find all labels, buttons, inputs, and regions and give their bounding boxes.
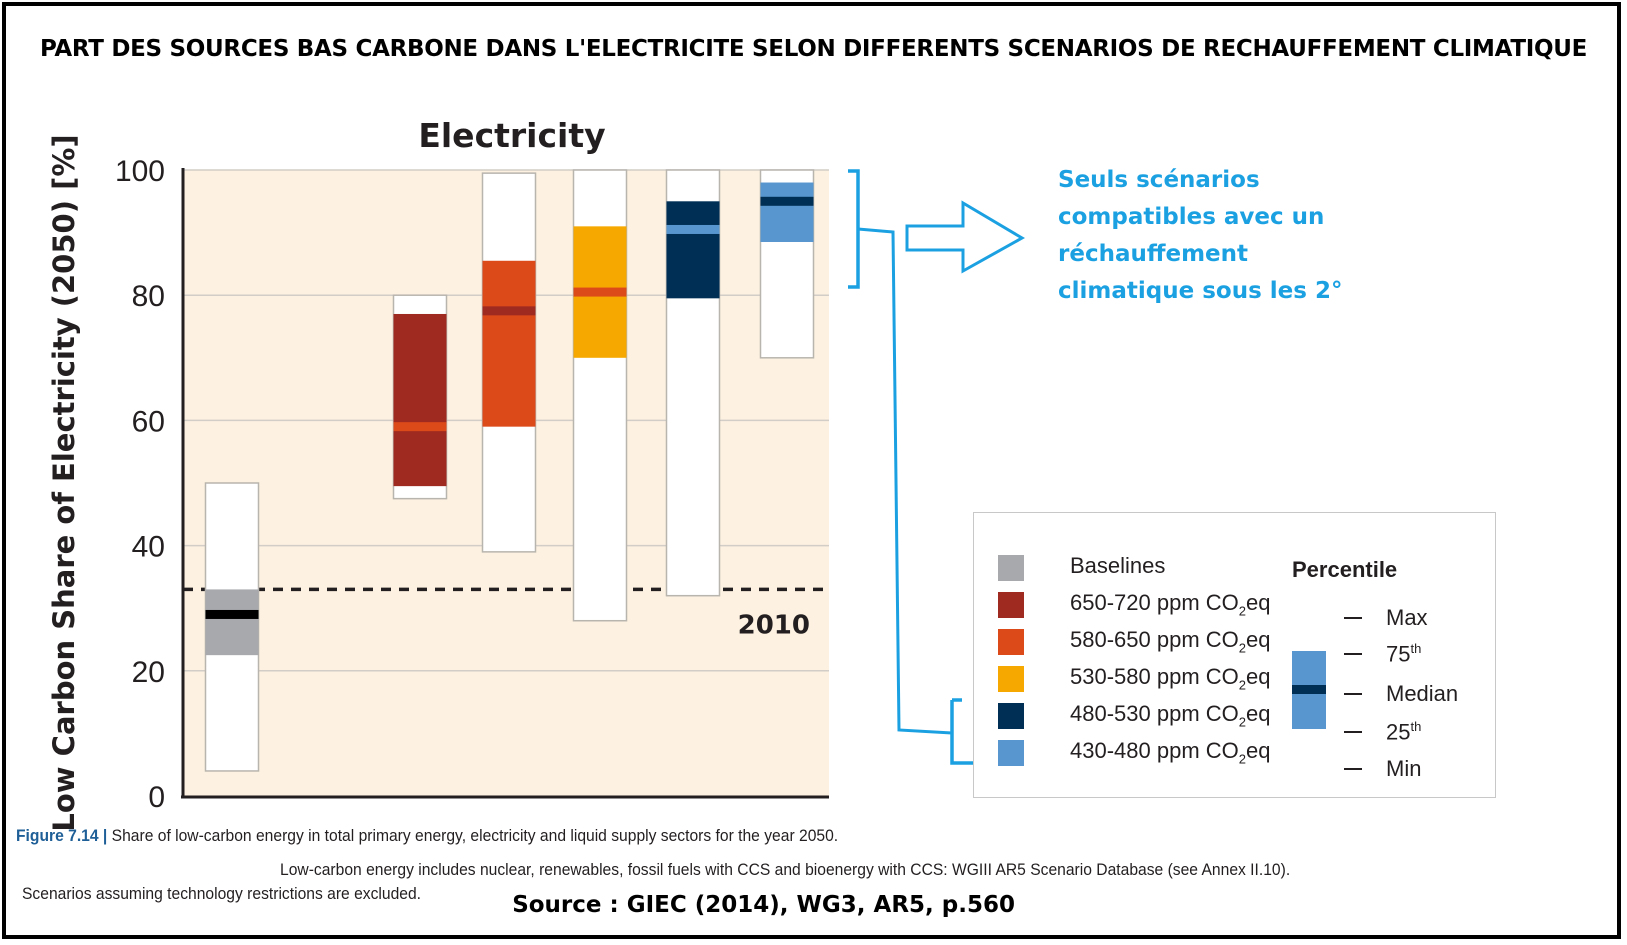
chart-title: Electricity — [418, 116, 605, 155]
page-title: PART DES SOURCES BAS CARBONE DANS L'ELEC… — [39, 36, 1588, 62]
box-median-4 — [573, 287, 627, 297]
legend-label-suffix: eq — [1246, 664, 1271, 689]
percentile-label: Min — [1386, 756, 1421, 782]
percentile-label-text: 25 — [1386, 719, 1411, 745]
legend-label-text: 580-650 ppm CO — [1070, 627, 1239, 652]
percentile-label: Median — [1386, 681, 1458, 707]
box-median-5 — [666, 224, 720, 234]
percentile-label-text: Min — [1386, 756, 1422, 781]
legend: Baselines 650-720 ppm CO2eq 580-650 ppm CO… — [973, 512, 1496, 798]
caption-text-1: Share of low-carbon energy in total prim… — [111, 826, 839, 845]
box-iqr-5 — [666, 201, 720, 299]
caption-line-1: Figure 7.14 | Share of low-carbon energy… — [16, 826, 838, 846]
legend-label-text: 650-720 ppm CO — [1070, 590, 1239, 615]
percentile-tick — [1344, 693, 1362, 695]
legend-label-suffix: eq — [1246, 738, 1271, 763]
legend-label-subscript: 2 — [1238, 677, 1246, 693]
y-tick-label: 80 — [132, 280, 165, 313]
legend-label: 430-480 ppm CO2eq — [1070, 738, 1270, 766]
legend-label-suffix: eq — [1246, 701, 1271, 726]
legend-swatch — [998, 592, 1024, 618]
bracket-top — [848, 169, 860, 289]
caption-line-3: Scenarios assuming technology restrictio… — [22, 884, 422, 903]
box-median-3 — [482, 306, 536, 316]
legend-label-subscript: 2 — [1238, 714, 1246, 730]
percentile-tick — [1344, 653, 1362, 655]
legend-swatch — [998, 703, 1024, 729]
box-median-1 — [205, 609, 259, 619]
y-tick-label: 100 — [115, 155, 165, 188]
percentile-label: 75th — [1386, 641, 1421, 667]
box-iqr-1 — [205, 589, 259, 656]
percentile-title: Percentile — [1292, 557, 1398, 582]
percentile-label-superscript: th — [1410, 641, 1422, 656]
annotation-note: Seuls scénarios compatibles avec un réch… — [1058, 167, 1343, 304]
y-tick-label: 20 — [132, 656, 165, 689]
legend-label-text: 530-580 ppm CO — [1070, 664, 1239, 689]
percentile-label-text: 75 — [1386, 641, 1411, 667]
legend-swatch — [998, 555, 1024, 581]
box-iqr-3 — [482, 260, 536, 427]
legend-swatch — [998, 629, 1024, 655]
percentile-label-superscript: th — [1410, 719, 1422, 734]
legend-label: 480-530 ppm CO2eq — [1070, 701, 1270, 729]
arrow-icon — [905, 200, 1026, 274]
legend-label: Baselines — [1070, 553, 1165, 579]
percentile-label-text: Max — [1386, 605, 1428, 630]
y-tick-label: 60 — [132, 405, 165, 438]
percentile-label-text: Median — [1386, 681, 1459, 706]
legend-label-subscript: 2 — [1238, 751, 1246, 767]
legend-label-subscript: 2 — [1238, 640, 1246, 656]
legend-label-suffix: eq — [1246, 590, 1271, 615]
legend-swatch — [998, 666, 1024, 692]
legend-label: 580-650 ppm CO2eq — [1070, 627, 1270, 655]
percentile-tick — [1344, 617, 1362, 619]
box-median-2 — [393, 422, 447, 432]
percentile-tick — [1344, 731, 1362, 733]
bracket-connector — [857, 227, 953, 735]
legend-label: 650-720 ppm CO2eq — [1070, 590, 1270, 618]
y-axis-label: Low Carbon Share of Electricity (2050) [… — [47, 134, 81, 831]
box-iqr-2 — [393, 313, 447, 487]
figure-label: Figure 7.14 | — [16, 826, 108, 845]
legend-label: 530-580 ppm CO2eq — [1070, 664, 1270, 692]
percentile-key-bar — [1292, 613, 1326, 769]
caption-line-2: Low-carbon energy includes nuclear, rene… — [280, 860, 1291, 879]
y-tick-label: 40 — [132, 531, 165, 564]
box-median-6 — [760, 196, 814, 206]
legend-label-text: 430-480 ppm CO — [1070, 738, 1239, 763]
y-tick-label: 0 — [148, 781, 165, 814]
legend-label-suffix: eq — [1246, 627, 1271, 652]
percentile-label: Max — [1386, 605, 1428, 631]
box-iqr-6 — [760, 182, 814, 242]
legend-label-text: Baselines — [1070, 553, 1166, 578]
reference-line-label: 2010 — [738, 610, 810, 640]
legend-swatch — [998, 740, 1024, 766]
legend-label-text: 480-530 ppm CO — [1070, 701, 1239, 726]
percentile-tick — [1344, 768, 1362, 770]
percentile-key-median — [1292, 685, 1326, 694]
bracket-legend — [950, 698, 978, 765]
legend-label-subscript: 2 — [1238, 603, 1246, 619]
percentile-label: 25th — [1386, 719, 1421, 745]
source-credit: Source : GIEC (2014), WG3, AR5, p.560 — [512, 892, 1015, 918]
